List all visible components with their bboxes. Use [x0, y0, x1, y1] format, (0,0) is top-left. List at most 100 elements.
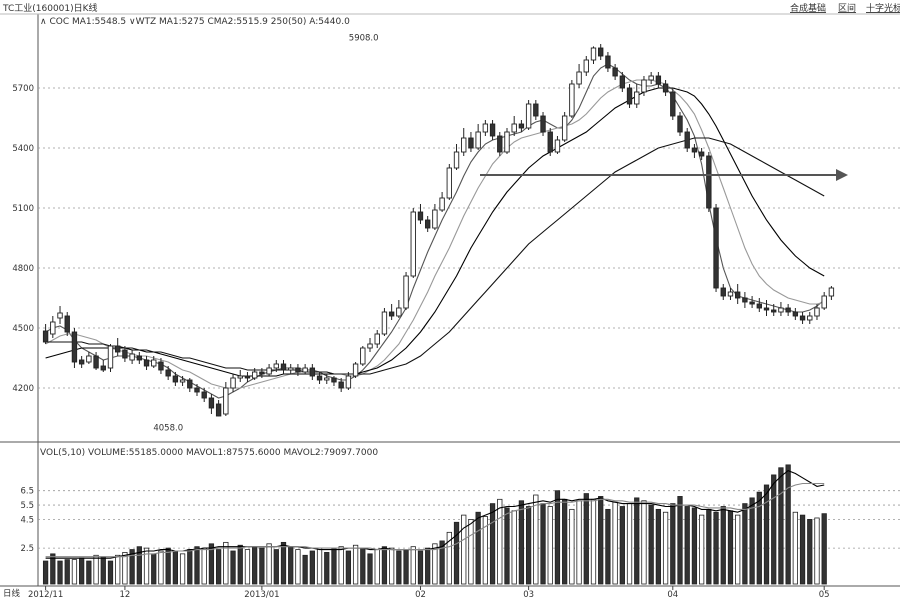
- candle-body: [641, 79, 647, 93]
- volume-bar: [792, 511, 798, 585]
- candle: [749, 296, 755, 308]
- candle: [179, 376, 186, 386]
- candle-body: [71, 331, 78, 363]
- candle-body: [316, 375, 323, 381]
- volume-bar: [266, 543, 272, 585]
- candle-body: [57, 312, 63, 319]
- window-title: TC工业(160001)日K线: [2, 2, 98, 14]
- candle: [799, 312, 806, 324]
- candle: [338, 378, 344, 392]
- candle: [215, 400, 222, 417]
- candle: [619, 72, 626, 92]
- price-tick-label: 5700: [12, 84, 34, 94]
- volume-bar: [309, 550, 315, 585]
- candle: [208, 394, 215, 414]
- candle: [511, 116, 517, 136]
- range-button[interactable]: 区间: [838, 2, 856, 14]
- volume-bar: [540, 503, 546, 585]
- candle-body: [461, 137, 467, 153]
- candle-body: [187, 379, 193, 389]
- volume-bar: [785, 464, 791, 585]
- volume-bar: [215, 549, 222, 585]
- candle-body: [771, 309, 777, 313]
- volume-bar: [417, 550, 424, 585]
- candle-body: [482, 123, 489, 133]
- x-tick-label: 03: [523, 590, 534, 599]
- candle: [280, 360, 287, 374]
- volume-bar: [237, 544, 243, 585]
- volume-bar: [345, 550, 352, 585]
- candle-body: [670, 91, 676, 117]
- candle: [165, 366, 171, 380]
- candle: [172, 372, 179, 386]
- x-tick-label: 2013/01: [244, 590, 279, 599]
- candle-body: [345, 375, 352, 389]
- candle-body: [547, 131, 553, 153]
- candle: [547, 128, 553, 156]
- candle-body: [86, 355, 92, 363]
- candle: [734, 284, 741, 304]
- volume-bar: [489, 503, 496, 585]
- candle-body: [763, 307, 770, 311]
- candle-body: [50, 321, 56, 335]
- volume-bar: [807, 519, 813, 585]
- volume-bar: [86, 560, 92, 585]
- candle-body: [720, 287, 726, 297]
- candle: [100, 360, 106, 372]
- volume-bar: [554, 490, 561, 585]
- candle: [251, 368, 258, 380]
- candle-body: [244, 375, 251, 379]
- volume-bar: [612, 501, 618, 585]
- candle: [540, 112, 546, 136]
- candle-body: [554, 139, 561, 153]
- candle-body: [129, 353, 135, 361]
- candle-body: [425, 219, 431, 229]
- volume-tick-label: 5.5: [20, 501, 34, 511]
- candle: [569, 80, 575, 118]
- candle-body: [489, 123, 496, 137]
- candle: [151, 356, 157, 368]
- candle: [461, 128, 467, 156]
- candle: [742, 292, 748, 308]
- volume-bar: [71, 559, 78, 585]
- price-tick-label: 4800: [12, 264, 34, 274]
- candle-body: [215, 403, 222, 417]
- volume-bar: [742, 503, 748, 585]
- volume-tick-label: 2.5: [20, 544, 34, 554]
- crosshair-button[interactable]: 十字光标: [866, 2, 900, 14]
- candle-body: [497, 135, 503, 153]
- volume-bar: [720, 506, 726, 585]
- candle: [453, 144, 460, 170]
- candle-body: [360, 347, 366, 365]
- candle-body: [677, 115, 683, 133]
- candle: [237, 370, 243, 382]
- candle-body: [374, 333, 380, 345]
- merge-button[interactable]: 合成基础: [790, 2, 826, 14]
- candle: [518, 120, 525, 132]
- volume-bar: [432, 543, 438, 585]
- volume-bar: [381, 546, 388, 585]
- candle-body: [165, 369, 171, 377]
- price-annotations: 4058.0 5908.0: [153, 33, 378, 433]
- candle: [50, 316, 56, 338]
- candle: [396, 300, 402, 318]
- volume-bar: [453, 521, 460, 585]
- candle-body: [266, 367, 272, 375]
- candle: [345, 372, 352, 390]
- candle-body: [576, 71, 582, 85]
- candle: [86, 352, 92, 364]
- volume-bar: [425, 547, 431, 585]
- volume-bar: [468, 519, 474, 585]
- candle-body: [432, 209, 438, 229]
- volume-bar: [360, 547, 366, 585]
- candle: [302, 364, 308, 374]
- volume-bar: [619, 506, 625, 585]
- candle: [648, 72, 654, 84]
- volume-bar: [713, 511, 719, 585]
- candle-body: [136, 355, 143, 361]
- candle: [136, 352, 143, 364]
- candle: [244, 372, 251, 382]
- candle: [93, 352, 99, 370]
- candle: [641, 76, 647, 96]
